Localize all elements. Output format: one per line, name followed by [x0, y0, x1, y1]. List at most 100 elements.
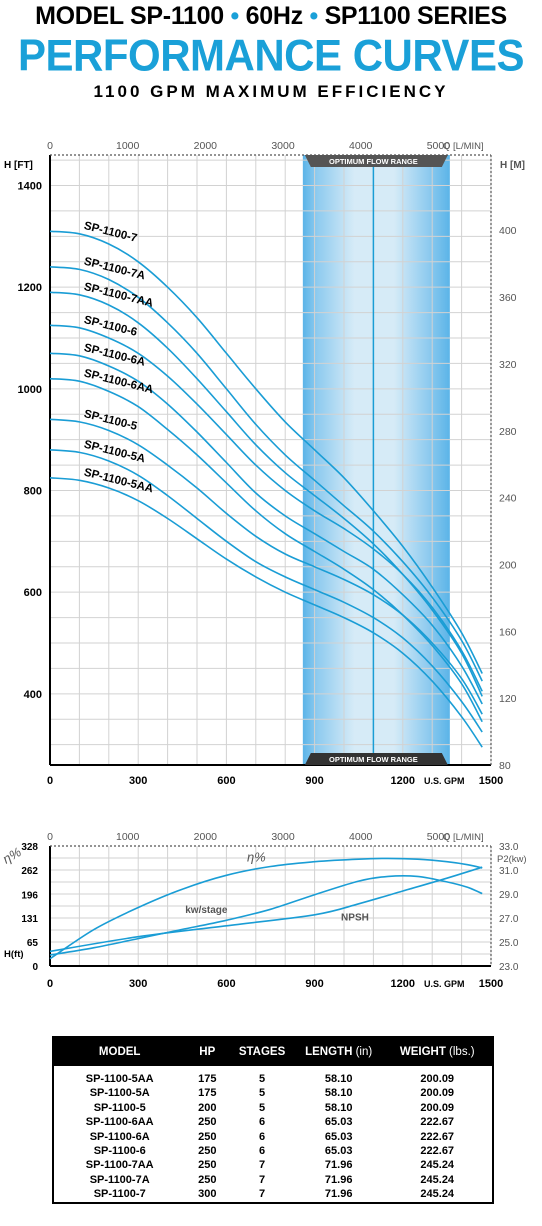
table-row: SP-1100-7 300 7 71.96 245.24	[54, 1187, 492, 1201]
annotation-label: NPSH	[341, 912, 369, 923]
y-right-tick-label: 360	[499, 292, 517, 304]
cell-model: SP-1100-7	[93, 1188, 146, 1201]
x-top-tick-label: 4000	[349, 140, 373, 152]
cell-hp: 200	[198, 1101, 217, 1114]
x-tick-label: 0	[47, 775, 53, 787]
x-axis-label: U.S. GPM	[424, 776, 465, 786]
spec-table-header: MODEL HP STAGES LENGTH (in) WEIGHT (lbs.…	[54, 1038, 492, 1066]
y-tick-label: 400	[24, 689, 42, 701]
y-right-tick-label: 29.0	[499, 890, 519, 901]
cell-model: SP-1100-6	[93, 1145, 146, 1158]
cell-stages: 7	[258, 1173, 266, 1186]
y-tick-label: 196	[21, 890, 38, 901]
table-row: SP-1100-5A 175 5 58.10 200.09	[54, 1086, 492, 1100]
y-right-tick-label: 25.0	[499, 938, 519, 949]
frequency: 60Hz	[245, 2, 303, 30]
cell-hp: 250	[198, 1130, 217, 1143]
curve-npsh	[49, 866, 483, 953]
cell-hp: 250	[198, 1116, 217, 1129]
y-right-tick-label: 240	[499, 493, 517, 505]
x-tick-label: 0	[47, 978, 53, 990]
model-name: MODEL SP-1100	[35, 2, 224, 30]
series-label: SP-1100-6A	[83, 342, 147, 369]
curve-sp-1100-5	[49, 418, 483, 715]
cell-stages: 7	[258, 1159, 266, 1172]
cell-model: SP-1100-5AA	[85, 1073, 154, 1085]
curve-sp-1100-7	[49, 230, 483, 674]
series-name: SP1100 SERIES	[324, 2, 508, 30]
cell-stages: 5	[258, 1073, 266, 1085]
cell-hp: 300	[198, 1188, 217, 1201]
optimum-label-bottom: OPTIMUM FLOW RANGE	[329, 755, 418, 764]
y-right-tick-label: 27.0	[499, 914, 519, 925]
table-row: SP-1100-6A 250 6 65.03 222.67	[54, 1130, 492, 1144]
cell-stages: 5	[258, 1101, 266, 1114]
page-subtitle: 1100 GPM MAXIMUM EFFICIENCY	[93, 82, 449, 101]
x-top-tick-label: 2000	[194, 831, 218, 843]
y-tick-label: 262	[21, 866, 38, 877]
y-tick-label: 600	[24, 587, 42, 599]
cell-length: 65.03	[324, 1145, 353, 1158]
y-right-tick-label: 200	[499, 559, 517, 571]
curve-sp-1100-7aa	[49, 291, 483, 697]
cell-model: SP-1100-5A	[89, 1087, 150, 1100]
y-axis-label-left: H(ft)	[4, 949, 24, 960]
x-tick-label: 600	[217, 978, 235, 990]
optimum-label-top: OPTIMUM FLOW RANGE	[329, 157, 418, 166]
table-row: SP-1100-6 250 6 65.03 222.67	[54, 1144, 492, 1158]
performance-curves-chart: OPTIMUM FLOW RANGE OPTIMUM FLOW RANGE 0 300…	[4, 140, 525, 787]
y-right-tick-label: 400	[499, 225, 517, 237]
x-top-tick-label: 4000	[349, 831, 373, 843]
cell-stages: 6	[258, 1116, 266, 1129]
cell-weight: 245.24	[420, 1188, 455, 1201]
optimum-label-bottom-bg	[304, 753, 448, 765]
cell-model: SP-1100-5	[93, 1101, 146, 1114]
cell-weight: 222.67	[420, 1130, 455, 1143]
x-tick-label: 1200	[391, 775, 415, 787]
y-axis-label-efficiency: η%	[0, 844, 24, 866]
y-axis-label-left: H [FT]	[4, 160, 33, 171]
optimum-label-top-bg	[304, 155, 448, 167]
curve-sp-1100-7a	[49, 266, 483, 682]
curve-sp-1100-5a	[49, 449, 483, 733]
x-tick-label: 1500	[479, 775, 503, 787]
y-right-tick-label: 33.0	[499, 842, 519, 853]
col-model: MODEL	[98, 1046, 141, 1058]
cell-stages: 6	[258, 1145, 266, 1158]
page-title: PERFORMANCE CURVES	[18, 30, 524, 81]
y-tick-label: 1200	[18, 282, 42, 294]
separator-dot: •	[309, 2, 318, 30]
cell-weight: 245.24	[420, 1173, 455, 1186]
curve-sp-1100-6a	[49, 352, 483, 705]
cell-length: 58.10	[324, 1087, 353, 1100]
cell-weight: 222.67	[420, 1116, 455, 1129]
y-right-tick-label: 280	[499, 426, 517, 438]
x-tick-label: 900	[305, 978, 323, 990]
x-top-axis-label: Q [L/MIN]	[443, 141, 484, 152]
curve-kw-stage	[49, 874, 483, 956]
x-top-tick-label: 3000	[271, 831, 295, 843]
curve-efficiency	[49, 857, 483, 960]
series-label: SP-1100-5A	[83, 439, 147, 466]
cell-hp: 250	[198, 1173, 217, 1186]
annotation-label: η%	[247, 850, 266, 865]
x-axis-label: U.S. GPM	[424, 979, 465, 989]
x-tick-label: 300	[129, 978, 147, 990]
cell-length: 65.03	[324, 1130, 353, 1143]
y-right-tick-label: 80	[499, 760, 511, 772]
cell-length: 58.10	[324, 1101, 353, 1114]
y-tick-label: 328	[21, 842, 38, 853]
series-label: SP-1100-7A	[83, 256, 147, 283]
cell-model: SP-1100-6AA	[85, 1116, 154, 1129]
series-label: SP-1100-7	[83, 220, 139, 245]
spec-table-body: SP-1100-5AA 175 5 58.10 200.09 SP-1100-5A 175 5…	[54, 1066, 492, 1202]
x-tick-label: 1500	[479, 978, 503, 990]
cell-length: 71.96	[324, 1188, 353, 1201]
series-label: SP-1100-6AA	[83, 367, 155, 396]
model-heading: MODEL SP-1100 • 60Hz • SP1100 SERIES	[0, 2, 542, 31]
x-tick-label: 300	[129, 775, 147, 787]
x-top-tick-label: 1000	[116, 140, 140, 152]
x-top-tick-label: 3000	[271, 140, 295, 152]
y-tick-label: 131	[21, 914, 38, 925]
cell-hp: 250	[198, 1159, 217, 1172]
